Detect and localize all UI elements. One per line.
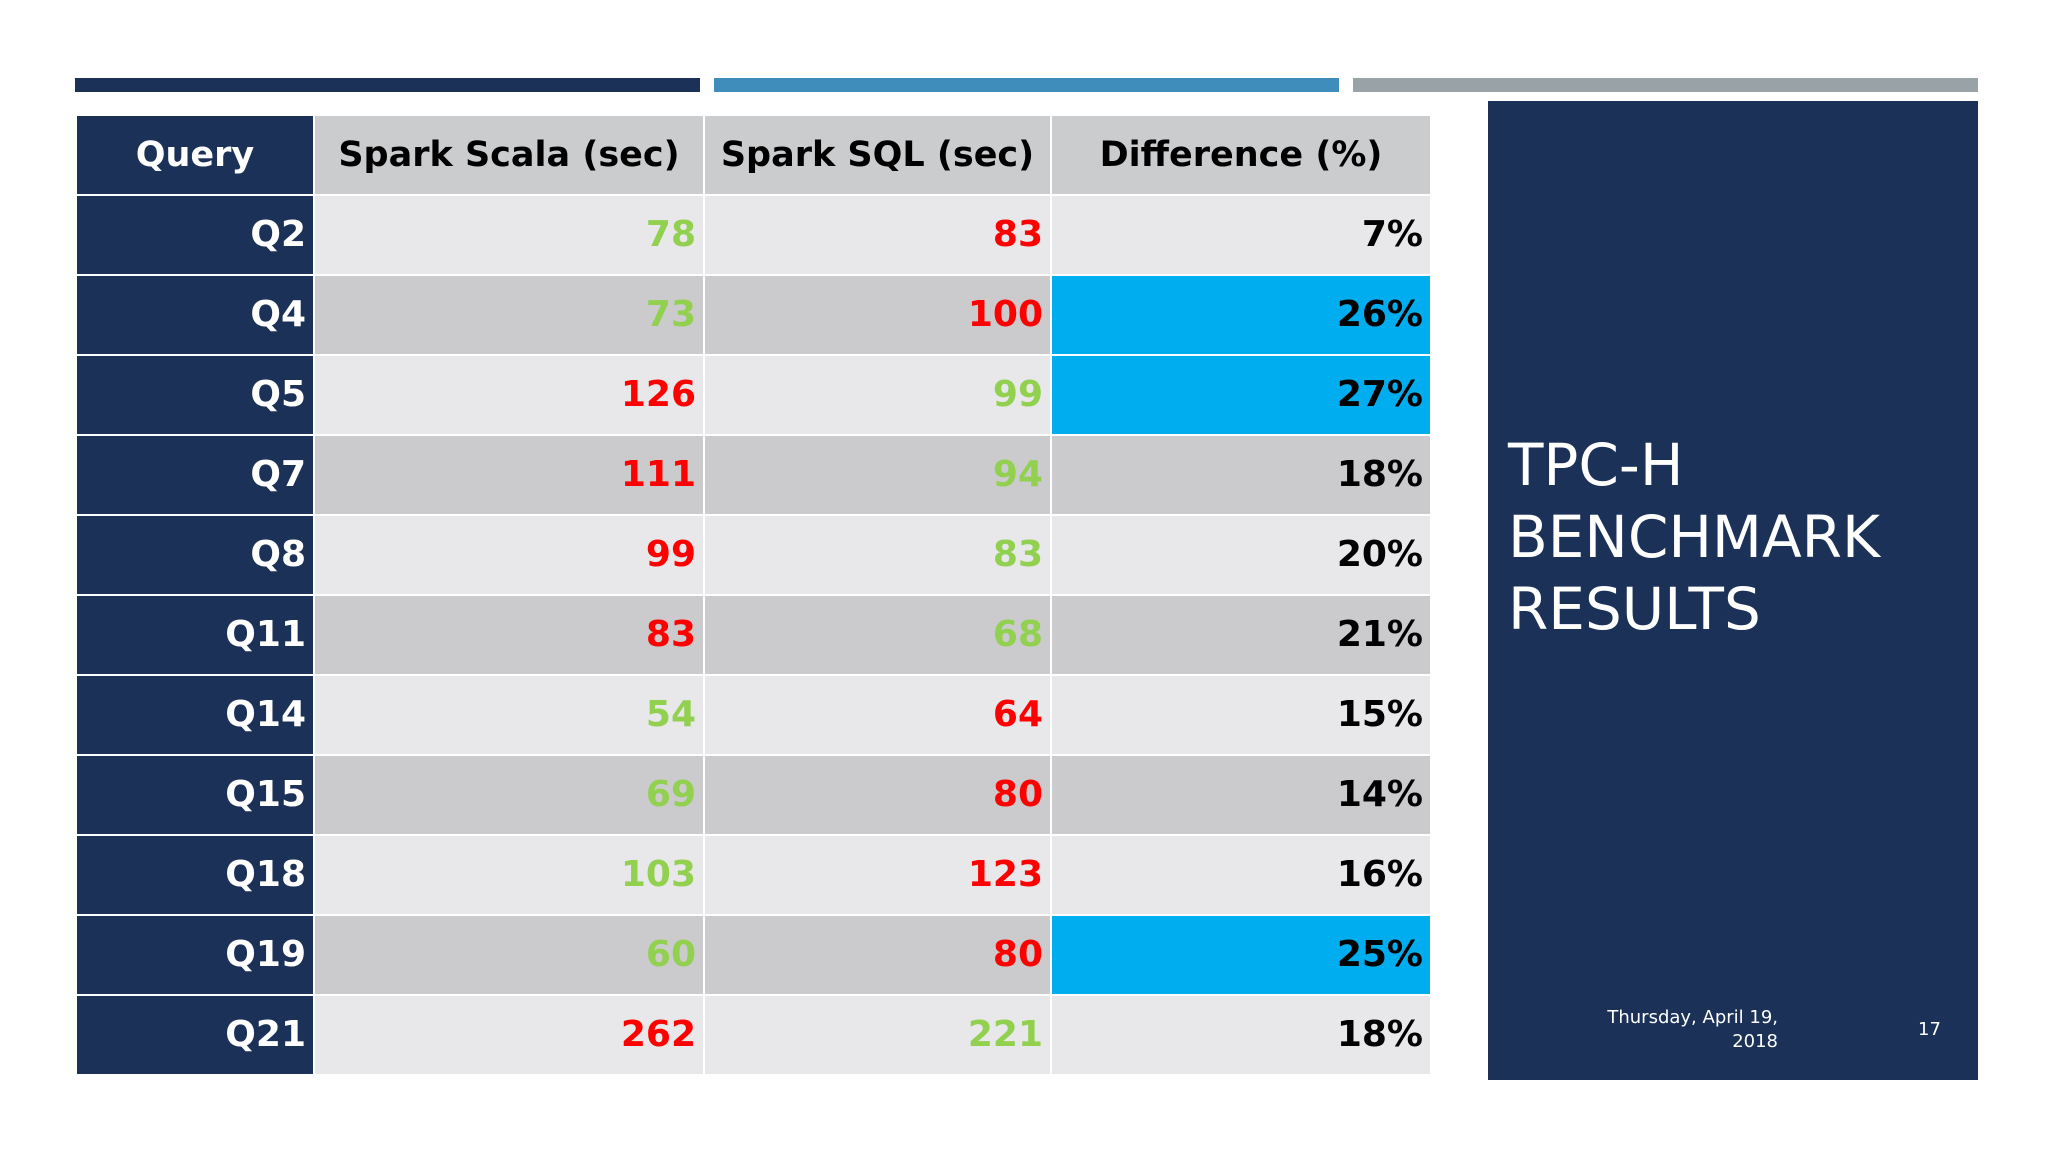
- accent-bar-gray: [1353, 78, 1978, 92]
- difference-cell: 18%: [1050, 994, 1432, 1076]
- table-row: Q2 78 83 7%: [75, 194, 1432, 276]
- scala-cell: 69: [313, 754, 705, 836]
- scala-cell: 99: [313, 514, 705, 596]
- query-cell: Q15: [75, 754, 315, 836]
- sql-cell: 83: [703, 194, 1052, 276]
- table-row: Q19 60 80 25%: [75, 914, 1432, 996]
- table-row: Q14 54 64 15%: [75, 674, 1432, 756]
- scala-cell: 262: [313, 994, 705, 1076]
- sql-cell: 221: [703, 994, 1052, 1076]
- difference-cell: 15%: [1050, 674, 1432, 756]
- sql-cell: 64: [703, 674, 1052, 756]
- query-cell: Q5: [75, 354, 315, 436]
- sql-cell: 80: [703, 914, 1052, 996]
- query-cell: Q19: [75, 914, 315, 996]
- difference-cell: 20%: [1050, 514, 1432, 596]
- table-row: Q11 83 68 21%: [75, 594, 1432, 676]
- difference-cell: 25%: [1050, 914, 1432, 996]
- query-cell: Q8: [75, 514, 315, 596]
- slide-date-line: Thursday, April 19,: [1607, 1007, 1778, 1028]
- difference-cell: 16%: [1050, 834, 1432, 916]
- slide-title-line: BENCHMARK: [1508, 503, 1880, 571]
- scala-cell: 126: [313, 354, 705, 436]
- query-cell: Q11: [75, 594, 315, 676]
- header-query: Query: [75, 114, 315, 196]
- difference-cell: 21%: [1050, 594, 1432, 676]
- difference-cell: 18%: [1050, 434, 1432, 516]
- table-row: Q21 262 221 18%: [75, 994, 1432, 1076]
- difference-cell: 26%: [1050, 274, 1432, 356]
- benchmark-table: Query Spark Scala (sec) Spark SQL (sec) …: [75, 114, 1432, 1076]
- difference-cell: 27%: [1050, 354, 1432, 436]
- slide-title-line: TPC-H: [1508, 431, 1684, 499]
- header-difference: Difference (%): [1050, 114, 1432, 196]
- query-cell: Q2: [75, 194, 315, 276]
- accent-bar-navy: [75, 78, 700, 92]
- sql-cell: 94: [703, 434, 1052, 516]
- sql-cell: 123: [703, 834, 1052, 916]
- slide-title: TPC-H BENCHMARK RESULTS: [1508, 429, 1968, 645]
- scala-cell: 78: [313, 194, 705, 276]
- sql-cell: 99: [703, 354, 1052, 436]
- scala-cell: 54: [313, 674, 705, 756]
- slide-date: Thursday, April 19, 2018: [1548, 1006, 1778, 1054]
- query-cell: Q7: [75, 434, 315, 516]
- table-row: Q5 126 99 27%: [75, 354, 1432, 436]
- title-panel: TPC-H BENCHMARK RESULTS Thursday, April …: [1488, 101, 1978, 1080]
- scala-cell: 83: [313, 594, 705, 676]
- query-cell: Q21: [75, 994, 315, 1076]
- query-cell: Q4: [75, 274, 315, 356]
- header-spark-sql: Spark SQL (sec): [703, 114, 1052, 196]
- table-row: Q4 73 100 26%: [75, 274, 1432, 356]
- table-row: Q8 99 83 20%: [75, 514, 1432, 596]
- scala-cell: 103: [313, 834, 705, 916]
- accent-bar-blue: [714, 78, 1339, 92]
- query-cell: Q18: [75, 834, 315, 916]
- table-row: Q18 103 123 16%: [75, 834, 1432, 916]
- sql-cell: 83: [703, 514, 1052, 596]
- slide-title-line: RESULTS: [1508, 575, 1761, 643]
- difference-cell: 7%: [1050, 194, 1432, 276]
- table-row: Q15 69 80 14%: [75, 754, 1432, 836]
- slide-page-number: 17: [1918, 1019, 1941, 1040]
- header-spark-scala: Spark Scala (sec): [313, 114, 705, 196]
- sql-cell: 80: [703, 754, 1052, 836]
- sql-cell: 68: [703, 594, 1052, 676]
- table-body: Q2 78 83 7% Q4 73 100 26% Q5 126 99 27% …: [75, 194, 1432, 1076]
- query-cell: Q14: [75, 674, 315, 756]
- table-row: Q7 111 94 18%: [75, 434, 1432, 516]
- table-header-row: Query Spark Scala (sec) Spark SQL (sec) …: [75, 114, 1432, 196]
- sql-cell: 100: [703, 274, 1052, 356]
- scala-cell: 73: [313, 274, 705, 356]
- scala-cell: 111: [313, 434, 705, 516]
- difference-cell: 14%: [1050, 754, 1432, 836]
- slide-date-line: 2018: [1732, 1031, 1778, 1052]
- scala-cell: 60: [313, 914, 705, 996]
